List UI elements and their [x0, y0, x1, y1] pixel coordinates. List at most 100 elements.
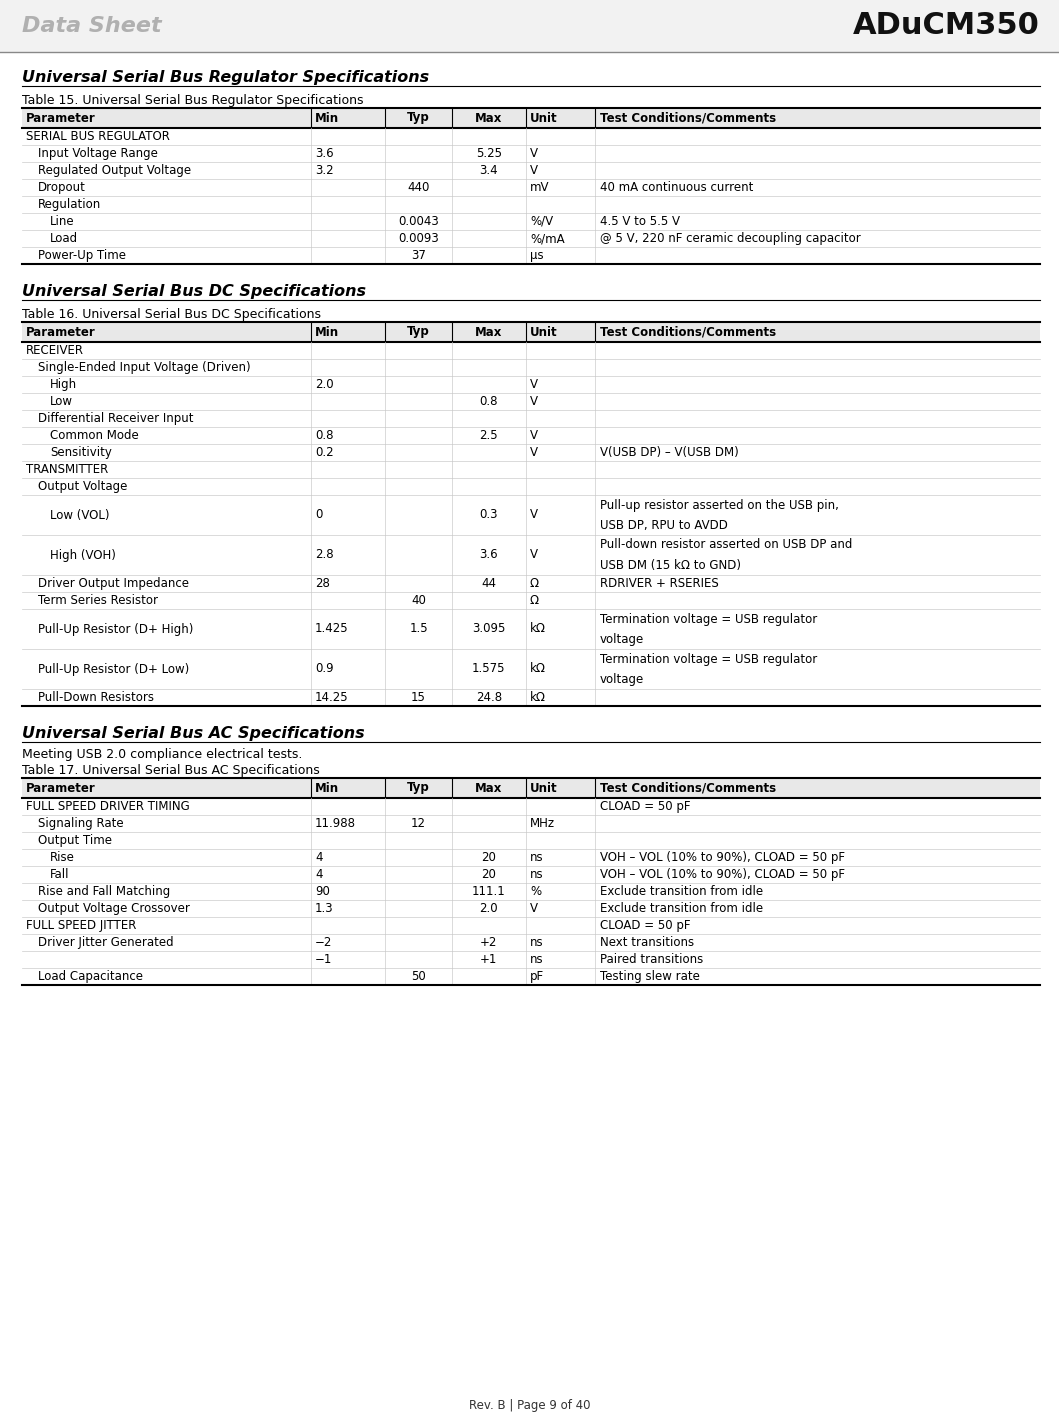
Text: Test Conditions/Comments: Test Conditions/Comments — [600, 326, 776, 338]
Text: ADuCM350: ADuCM350 — [854, 11, 1040, 40]
Text: Common Mode: Common Mode — [50, 429, 139, 442]
Text: kΩ: kΩ — [530, 623, 545, 636]
Bar — [22, 934, 1040, 951]
Text: Rise and Fall Matching: Rise and Fall Matching — [38, 884, 170, 899]
Text: 20: 20 — [481, 850, 497, 865]
Bar — [22, 917, 1040, 934]
Bar — [22, 592, 1040, 609]
Bar — [22, 392, 1040, 410]
Bar — [22, 574, 1040, 592]
Text: VOH – VOL (10% to 90%), CLOAD = 50 pF: VOH – VOL (10% to 90%), CLOAD = 50 pF — [600, 867, 845, 882]
Text: V: V — [530, 395, 538, 408]
Text: CLOAD = 50 pF: CLOAD = 50 pF — [600, 919, 690, 931]
Text: 37: 37 — [411, 249, 426, 262]
Text: Exclude transition from idle: Exclude transition from idle — [600, 884, 764, 899]
Text: 0.9: 0.9 — [316, 663, 334, 675]
Text: 0.8: 0.8 — [480, 395, 498, 408]
Text: High: High — [50, 378, 77, 391]
Text: Paired transitions: Paired transitions — [600, 953, 703, 966]
Text: Typ: Typ — [407, 782, 430, 795]
Text: Unit: Unit — [530, 782, 557, 795]
Text: Universal Serial Bus DC Specifications: Universal Serial Bus DC Specifications — [22, 284, 366, 299]
Text: Test Conditions/Comments: Test Conditions/Comments — [600, 111, 776, 125]
Text: USB DP, RPU to AVDD: USB DP, RPU to AVDD — [600, 519, 728, 532]
Text: Pull-Up Resistor (D+ Low): Pull-Up Resistor (D+ Low) — [38, 663, 190, 675]
Text: kΩ: kΩ — [530, 691, 545, 704]
Text: 1.575: 1.575 — [472, 663, 505, 675]
Text: μs: μs — [530, 249, 543, 262]
Text: Pull-Down Resistors: Pull-Down Resistors — [38, 691, 154, 704]
Text: 15: 15 — [411, 691, 426, 704]
Text: ns: ns — [530, 850, 543, 865]
Bar — [22, 444, 1040, 461]
Text: FULL SPEED JITTER: FULL SPEED JITTER — [26, 919, 137, 931]
Bar — [22, 179, 1040, 196]
Text: Input Voltage Range: Input Voltage Range — [38, 146, 158, 161]
Text: Min: Min — [316, 326, 339, 338]
Text: 4.5 V to 5.5 V: 4.5 V to 5.5 V — [600, 215, 680, 228]
Bar — [22, 145, 1040, 162]
Text: 111.1: 111.1 — [472, 884, 505, 899]
Text: 5.25: 5.25 — [475, 146, 502, 161]
Text: Universal Serial Bus AC Specifications: Universal Serial Bus AC Specifications — [22, 727, 364, 741]
Bar — [22, 410, 1040, 427]
Bar — [22, 478, 1040, 495]
Text: 3.6: 3.6 — [316, 146, 334, 161]
Text: Single-Ended Input Voltage (Driven): Single-Ended Input Voltage (Driven) — [38, 361, 251, 374]
Text: V: V — [530, 378, 538, 391]
Text: 3.4: 3.4 — [480, 164, 498, 176]
Text: Min: Min — [316, 111, 339, 125]
Text: Pull-down resistor asserted on USB DP and: Pull-down resistor asserted on USB DP an… — [600, 539, 852, 552]
Text: 2.0: 2.0 — [480, 902, 498, 914]
Text: 90: 90 — [316, 884, 330, 899]
Text: Low (VOL): Low (VOL) — [50, 509, 109, 522]
Text: V: V — [530, 509, 538, 522]
Text: Termination voltage = USB regulator: Termination voltage = USB regulator — [600, 613, 818, 626]
Text: 440: 440 — [408, 181, 430, 193]
Text: 40 mA continuous current: 40 mA continuous current — [600, 181, 754, 193]
Bar — [22, 343, 1040, 358]
Bar — [22, 128, 1040, 145]
Text: Termination voltage = USB regulator: Termination voltage = USB regulator — [600, 653, 818, 665]
Text: High (VOH): High (VOH) — [50, 549, 115, 562]
Bar — [22, 866, 1040, 883]
Text: 0.8: 0.8 — [316, 429, 334, 442]
Text: −1: −1 — [316, 953, 333, 966]
Text: +1: +1 — [480, 953, 498, 966]
Text: Low: Low — [50, 395, 73, 408]
Text: Parameter: Parameter — [26, 326, 95, 338]
Text: Output Voltage: Output Voltage — [38, 481, 127, 493]
Text: SERIAL BUS REGULATOR: SERIAL BUS REGULATOR — [26, 129, 169, 144]
Text: Output Time: Output Time — [38, 833, 112, 848]
Text: 1.5: 1.5 — [409, 623, 428, 636]
Text: ns: ns — [530, 953, 543, 966]
Text: 3.095: 3.095 — [472, 623, 505, 636]
Text: Table 15. Universal Serial Bus Regulator Specifications: Table 15. Universal Serial Bus Regulator… — [22, 94, 363, 107]
Bar — [22, 900, 1040, 917]
Text: Output Voltage Crossover: Output Voltage Crossover — [38, 902, 190, 914]
Text: 0.2: 0.2 — [316, 447, 334, 459]
Text: Load: Load — [50, 232, 78, 245]
Bar — [22, 951, 1040, 968]
Text: 40: 40 — [411, 594, 426, 607]
Text: CLOAD = 50 pF: CLOAD = 50 pF — [600, 801, 690, 813]
Bar — [22, 196, 1040, 213]
Bar — [22, 213, 1040, 230]
Bar — [22, 247, 1040, 264]
Text: %: % — [530, 884, 541, 899]
Text: Typ: Typ — [407, 111, 430, 125]
Text: 1.425: 1.425 — [316, 623, 348, 636]
Text: ns: ns — [530, 867, 543, 882]
Text: USB DM (15 kΩ to GND): USB DM (15 kΩ to GND) — [600, 559, 741, 572]
Text: V: V — [530, 164, 538, 176]
Text: Pull-Up Resistor (D+ High): Pull-Up Resistor (D+ High) — [38, 623, 194, 636]
Text: Regulation: Regulation — [38, 198, 102, 210]
Text: 24.8: 24.8 — [475, 691, 502, 704]
Text: FULL SPEED DRIVER TIMING: FULL SPEED DRIVER TIMING — [26, 801, 190, 813]
Bar — [0, 0, 1059, 53]
Text: Sensitivity: Sensitivity — [50, 447, 112, 459]
Text: 28: 28 — [316, 577, 330, 590]
Text: Ω: Ω — [530, 577, 539, 590]
Text: 1.3: 1.3 — [316, 902, 334, 914]
Text: Parameter: Parameter — [26, 782, 95, 795]
